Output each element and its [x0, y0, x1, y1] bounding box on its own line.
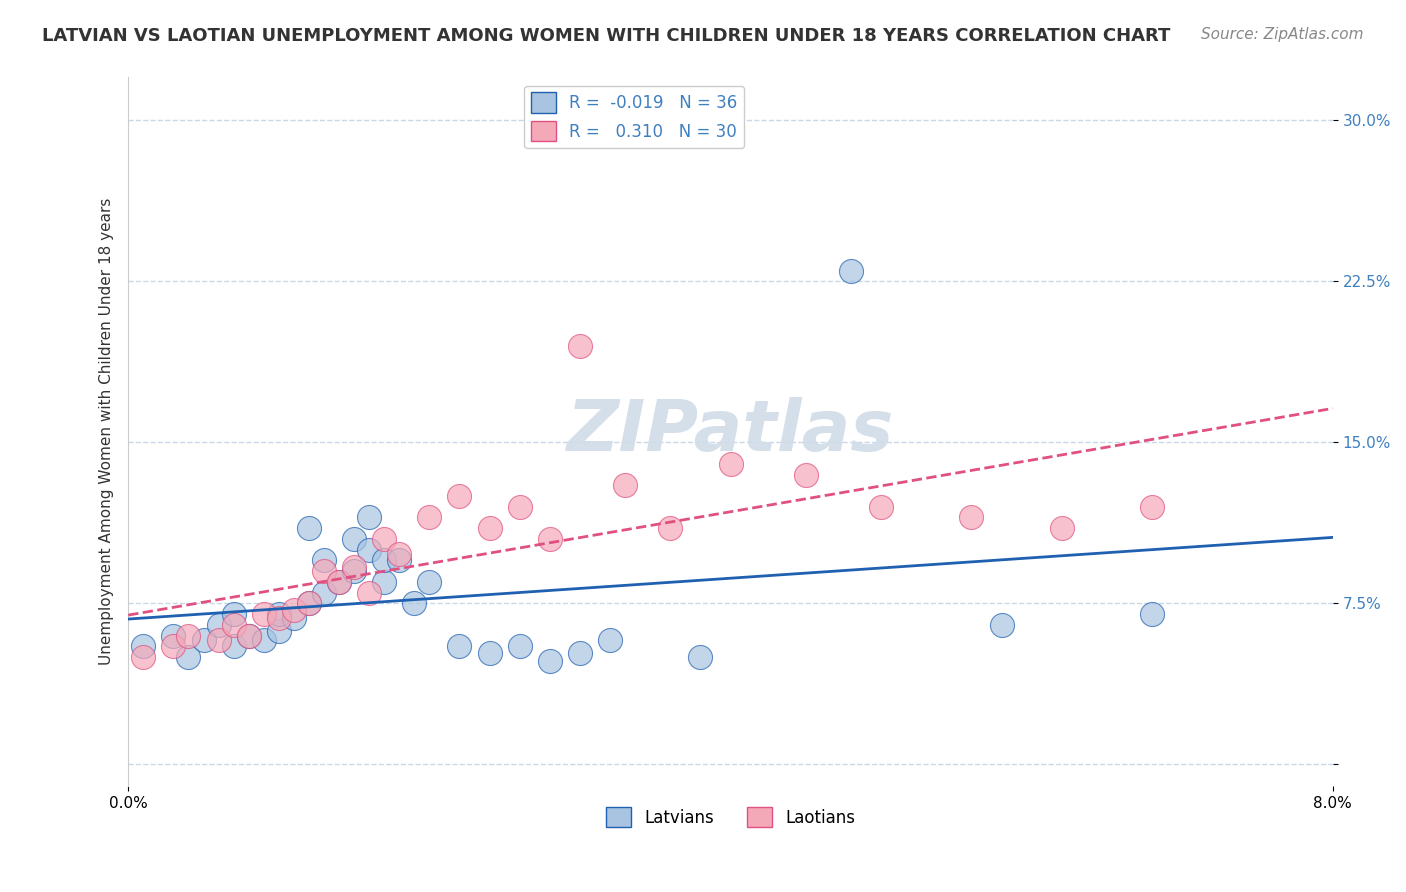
Point [538, 654, 561, 668]
Point [1050, 521, 1073, 535]
Point [359, 585, 381, 599]
Point [449, 489, 471, 503]
Point [720, 457, 742, 471]
Point [193, 632, 215, 647]
Point [418, 574, 440, 589]
Legend: Latvians, Laotians: Latvians, Laotians [599, 800, 862, 834]
Point [328, 574, 350, 589]
Point [1140, 607, 1163, 621]
Point [388, 547, 411, 561]
Point [568, 646, 591, 660]
Point [267, 624, 290, 639]
Y-axis label: Unemployment Among Women with Children Under 18 years: Unemployment Among Women with Children U… [100, 198, 114, 665]
Point [177, 628, 200, 642]
Point [132, 640, 155, 654]
Point [509, 500, 531, 514]
Point [177, 650, 200, 665]
Point [343, 559, 366, 574]
Point [538, 532, 561, 546]
Point [990, 617, 1012, 632]
Point [207, 617, 229, 632]
Point [359, 510, 381, 524]
Point [343, 564, 366, 578]
Point [659, 521, 682, 535]
Point [162, 640, 184, 654]
Point [222, 607, 245, 621]
Point [404, 596, 426, 610]
Point [253, 632, 276, 647]
Point [312, 585, 335, 599]
Text: Source: ZipAtlas.com: Source: ZipAtlas.com [1201, 27, 1364, 42]
Point [312, 553, 335, 567]
Point [449, 640, 471, 654]
Point [222, 617, 245, 632]
Point [298, 521, 321, 535]
Point [238, 628, 260, 642]
Point [267, 611, 290, 625]
Point [312, 564, 335, 578]
Point [509, 640, 531, 654]
Point [328, 574, 350, 589]
Point [162, 628, 184, 642]
Point [388, 553, 411, 567]
Point [207, 632, 229, 647]
Point [418, 510, 440, 524]
Point [298, 596, 321, 610]
Point [132, 650, 155, 665]
Point [267, 607, 290, 621]
Point [283, 611, 305, 625]
Point [373, 574, 395, 589]
Point [839, 263, 862, 277]
Point [222, 640, 245, 654]
Text: ZIPatlas: ZIPatlas [567, 397, 894, 467]
Point [478, 646, 501, 660]
Point [689, 650, 711, 665]
Point [283, 603, 305, 617]
Point [478, 521, 501, 535]
Point [238, 628, 260, 642]
Point [373, 532, 395, 546]
Text: LATVIAN VS LAOTIAN UNEMPLOYMENT AMONG WOMEN WITH CHILDREN UNDER 18 YEARS CORRELA: LATVIAN VS LAOTIAN UNEMPLOYMENT AMONG WO… [42, 27, 1171, 45]
Point [614, 478, 637, 492]
Point [359, 542, 381, 557]
Point [794, 467, 817, 482]
Point [568, 339, 591, 353]
Point [870, 500, 893, 514]
Point [343, 532, 366, 546]
Point [298, 596, 321, 610]
Point [373, 553, 395, 567]
Point [599, 632, 621, 647]
Point [1140, 500, 1163, 514]
Point [253, 607, 276, 621]
Point [960, 510, 983, 524]
